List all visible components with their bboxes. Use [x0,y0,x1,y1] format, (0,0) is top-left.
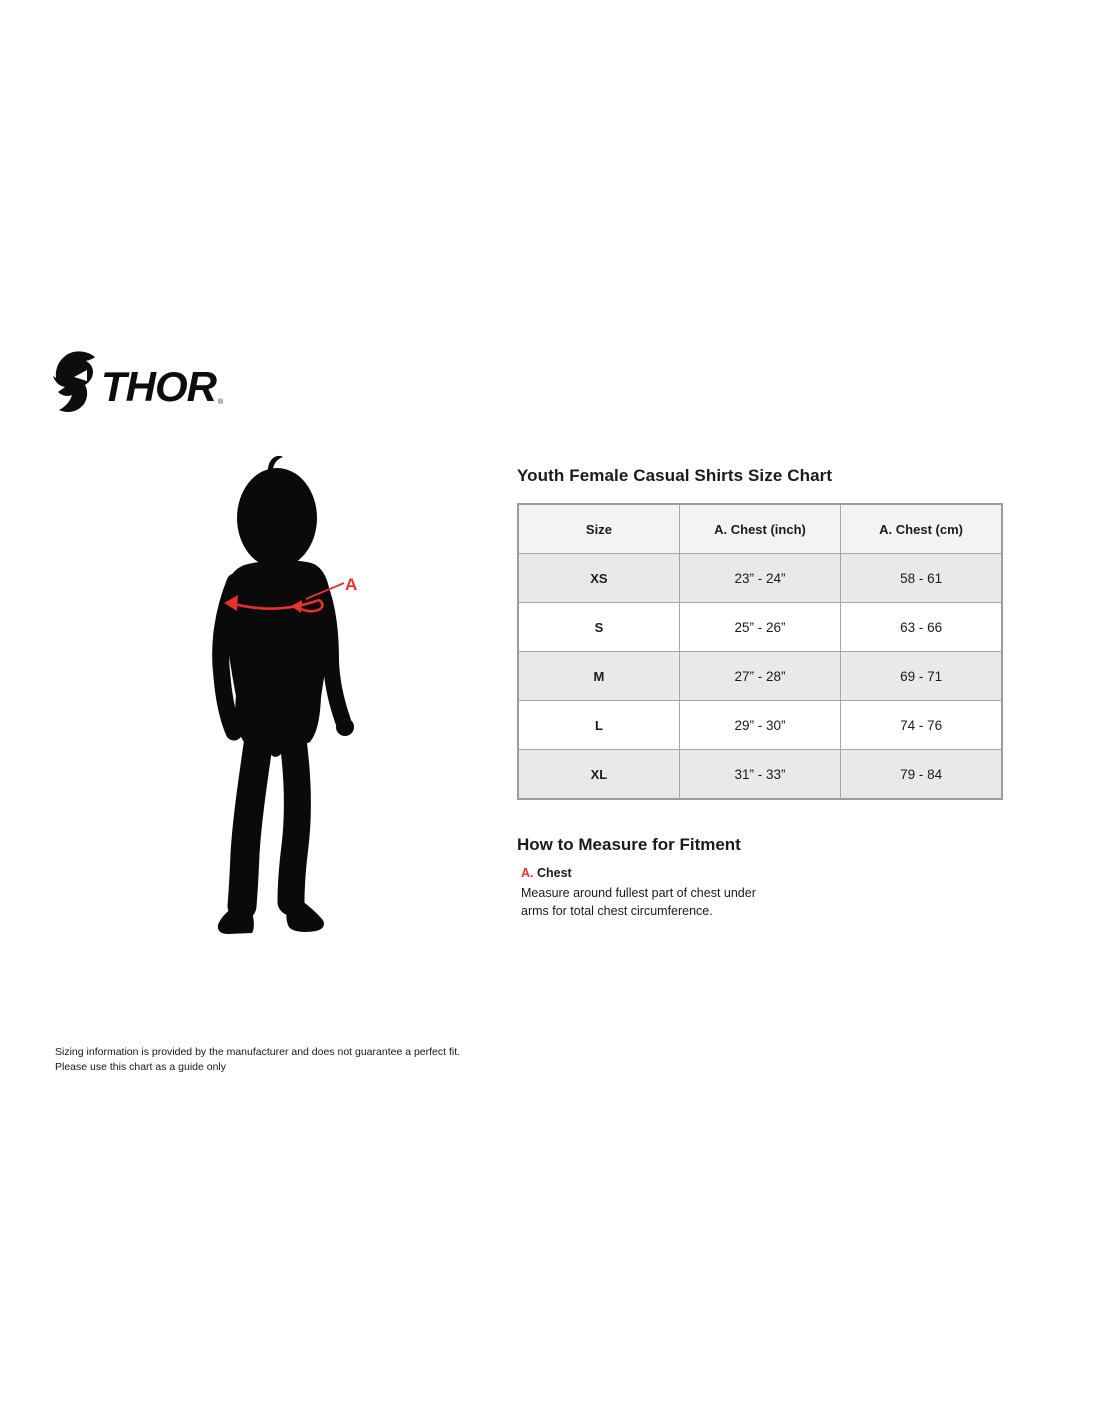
cell-size: S [517,602,680,652]
sizing-disclaimer: Sizing information is provided by the ma… [55,1045,460,1074]
cell-chest-inch: 29” - 30” [678,700,842,750]
cell-chest-cm: 69 - 71 [840,651,1003,701]
measure-description-line: Measure around fullest part of chest und… [521,886,756,900]
cell-size: XL [517,749,680,800]
cell-chest-cm: 58 - 61 [840,553,1003,603]
chest-measure-arrowheads [224,595,302,613]
disclaimer-line: Sizing information is provided by the ma… [55,1046,461,1058]
measure-item-description: Measure around fullest part of chest und… [521,884,756,920]
cell-chest-inch: 23” - 24” [678,553,842,603]
cell-chest-cm: 63 - 66 [840,602,1003,652]
size-chart-header: Size A. Chest (inch) A. Chest (cm) [517,503,1003,554]
how-to-measure-title: How to Measure for Fitment [517,835,741,854]
goat-head-icon [53,351,95,412]
body-silhouette [212,455,354,934]
size-row-m: M 27” - 28” 69 - 71 [517,651,1003,701]
cell-size: XS [517,553,680,603]
disclaimer-line: Please use this chart as a guide only [55,1060,227,1073]
size-row-l: L 29” - 30” 74 - 76 [517,700,1003,750]
thor-logo: THOR ® [53,351,224,412]
cell-chest-inch: 27” - 28” [678,651,842,701]
size-row-s: S 25” - 26” 63 - 66 [517,602,1003,652]
size-chart-table: Size A. Chest (inch) A. Chest (cm) XS 23”… [517,503,1003,800]
measure-item-label: Chest [536,866,572,880]
chest-label-leader-line [305,582,345,600]
cell-chest-cm: 79 - 84 [840,749,1003,800]
size-row-xs: XS 23” - 24” 58 - 61 [517,553,1003,603]
column-header-size: Size [517,503,680,554]
logo-text: THOR [101,363,218,410]
youth-silhouette-figure: A [212,455,357,934]
chest-measure-label: A [345,575,357,594]
measure-item-key: A. [521,866,534,880]
chest-measure-arc [233,598,324,613]
cell-size: M [517,651,680,701]
cell-size: L [517,700,680,750]
column-header-chest-cm: A. Chest (cm) [840,503,1003,554]
cell-chest-inch: 25” - 26” [678,602,842,652]
size-chart-title: Youth Female Casual Shirts Size Chart [517,466,833,485]
measure-item-chest: A. Chest [521,866,572,880]
column-header-chest-inch: A. Chest (inch) [678,503,842,554]
header-row: Size A. Chest (inch) A. Chest (cm) [517,503,1003,554]
measure-description-line: arms for total chest circumference. [521,904,713,918]
size-row-xl: XL 31” - 33” 79 - 84 [517,749,1003,800]
size-chart-body: XS 23” - 24” 58 - 61 S 25” - 26” 63 - 66 M 27” … [517,553,1003,800]
cell-chest-inch: 31” - 33” [678,749,842,800]
registered-mark: ® [218,398,224,406]
cell-chest-cm: 74 - 76 [840,700,1003,750]
